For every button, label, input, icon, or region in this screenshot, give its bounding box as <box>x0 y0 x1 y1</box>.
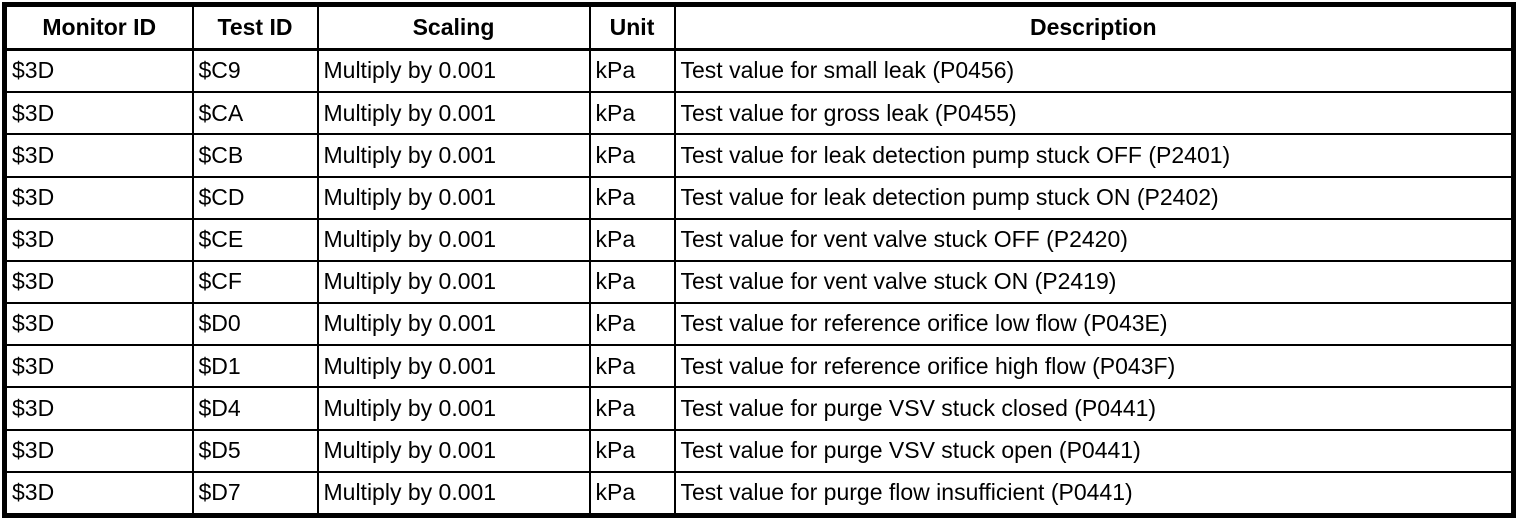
table-row: $3D $CB Multiply by 0.001 kPa Test value for… <box>3 133 1515 178</box>
cell-test-id: $C9 <box>191 48 319 94</box>
cell-unit: kPa <box>588 133 676 178</box>
cell-unit: kPa <box>588 48 676 94</box>
cell-test-id: $CF <box>191 259 319 305</box>
cell-monitor-id: $3D <box>3 217 194 262</box>
cell-description: Test value for vent valve stuck ON (P241… <box>673 259 1515 305</box>
table-row: $3D $C9 Multiply by 0.001 kPa Test value for… <box>3 48 1515 94</box>
cell-scaling: Multiply by 0.001 <box>316 175 591 220</box>
cell-description: Test value for leak detection pump stuck… <box>673 133 1515 178</box>
cell-description: Test value for purge VSV stuck closed (P… <box>673 386 1515 431</box>
cell-description: Test value for leak detection pump stuck… <box>673 175 1515 220</box>
cell-scaling: Multiply by 0.001 <box>316 344 591 389</box>
cell-description: Test value for reference orifice low flo… <box>673 302 1515 347</box>
header-row: Monitor ID Test ID Scaling Unit Descript… <box>3 3 1515 51</box>
header-test-id: Test ID <box>191 3 319 51</box>
cell-monitor-id: $3D <box>3 386 194 431</box>
table-row: $3D $CE Multiply by 0.001 kPa Test value for… <box>3 217 1515 262</box>
header-monitor-id: Monitor ID <box>3 3 194 51</box>
cell-test-id: $CE <box>191 217 319 262</box>
cell-scaling: Multiply by 0.001 <box>316 48 591 94</box>
cell-unit: kPa <box>588 470 676 517</box>
table-row: $3D $CF Multiply by 0.001 kPa Test value for… <box>3 259 1515 305</box>
cell-unit: kPa <box>588 217 676 262</box>
cell-unit: kPa <box>588 302 676 347</box>
cell-monitor-id: $3D <box>3 470 194 517</box>
cell-description: Test value for vent valve stuck OFF (P24… <box>673 217 1515 262</box>
cell-scaling: Multiply by 0.001 <box>316 217 591 262</box>
cell-monitor-id: $3D <box>3 302 194 347</box>
cell-unit: kPa <box>588 386 676 431</box>
cell-monitor-id: $3D <box>3 344 194 389</box>
cell-unit: kPa <box>588 175 676 220</box>
cell-scaling: Multiply by 0.001 <box>316 91 591 136</box>
cell-scaling: Multiply by 0.001 <box>316 470 591 517</box>
table-row: $3D $D4 Multiply by 0.001 kPa Test value for… <box>3 386 1515 431</box>
cell-test-id: $D4 <box>191 386 319 431</box>
cell-test-id: $D0 <box>191 302 319 347</box>
table-row: $3D $D0 Multiply by 0.001 kPa Test value for… <box>3 302 1515 347</box>
header-unit: Unit <box>588 3 676 51</box>
cell-unit: kPa <box>588 344 676 389</box>
header-description: Description <box>673 3 1515 51</box>
cell-scaling: Multiply by 0.001 <box>316 428 591 473</box>
cell-description: Test value for purge VSV stuck open (P04… <box>673 428 1515 473</box>
cell-scaling: Multiply by 0.001 <box>316 259 591 305</box>
cell-monitor-id: $3D <box>3 48 194 94</box>
cell-test-id: $D1 <box>191 344 319 389</box>
table-header: Monitor ID Test ID Scaling Unit Descript… <box>3 3 1515 51</box>
cell-unit: kPa <box>588 259 676 305</box>
cell-monitor-id: $3D <box>3 91 194 136</box>
cell-test-id: $D7 <box>191 470 319 517</box>
cell-monitor-id: $3D <box>3 259 194 305</box>
cell-monitor-id: $3D <box>3 175 194 220</box>
cell-description: Test value for gross leak (P0455) <box>673 91 1515 136</box>
cell-scaling: Multiply by 0.001 <box>316 302 591 347</box>
cell-scaling: Multiply by 0.001 <box>316 133 591 178</box>
table-row: $3D $CA Multiply by 0.001 kPa Test value for… <box>3 91 1515 136</box>
cell-description: Test value for purge flow insufficient (… <box>673 470 1515 517</box>
table-row: $3D $D1 Multiply by 0.001 kPa Test value for… <box>3 344 1515 389</box>
cell-unit: kPa <box>588 91 676 136</box>
table-row: $3D $CD Multiply by 0.001 kPa Test value for… <box>3 175 1515 220</box>
header-scaling: Scaling <box>316 3 591 51</box>
cell-test-id: $D5 <box>191 428 319 473</box>
cell-monitor-id: $3D <box>3 428 194 473</box>
table-row: $3D $D5 Multiply by 0.001 kPa Test value for… <box>3 428 1515 473</box>
cell-scaling: Multiply by 0.001 <box>316 386 591 431</box>
cell-description: Test value for small leak (P0456) <box>673 48 1515 94</box>
table-body: $3D $C9 Multiply by 0.001 kPa Test value for… <box>3 48 1515 517</box>
cell-test-id: $CA <box>191 91 319 136</box>
cell-test-id: $CD <box>191 175 319 220</box>
table-row: $3D $D7 Multiply by 0.001 kPa Test value for… <box>3 470 1515 517</box>
cell-unit: kPa <box>588 428 676 473</box>
cell-description: Test value for reference orifice high fl… <box>673 344 1515 389</box>
cell-test-id: $CB <box>191 133 319 178</box>
cell-monitor-id: $3D <box>3 133 194 178</box>
